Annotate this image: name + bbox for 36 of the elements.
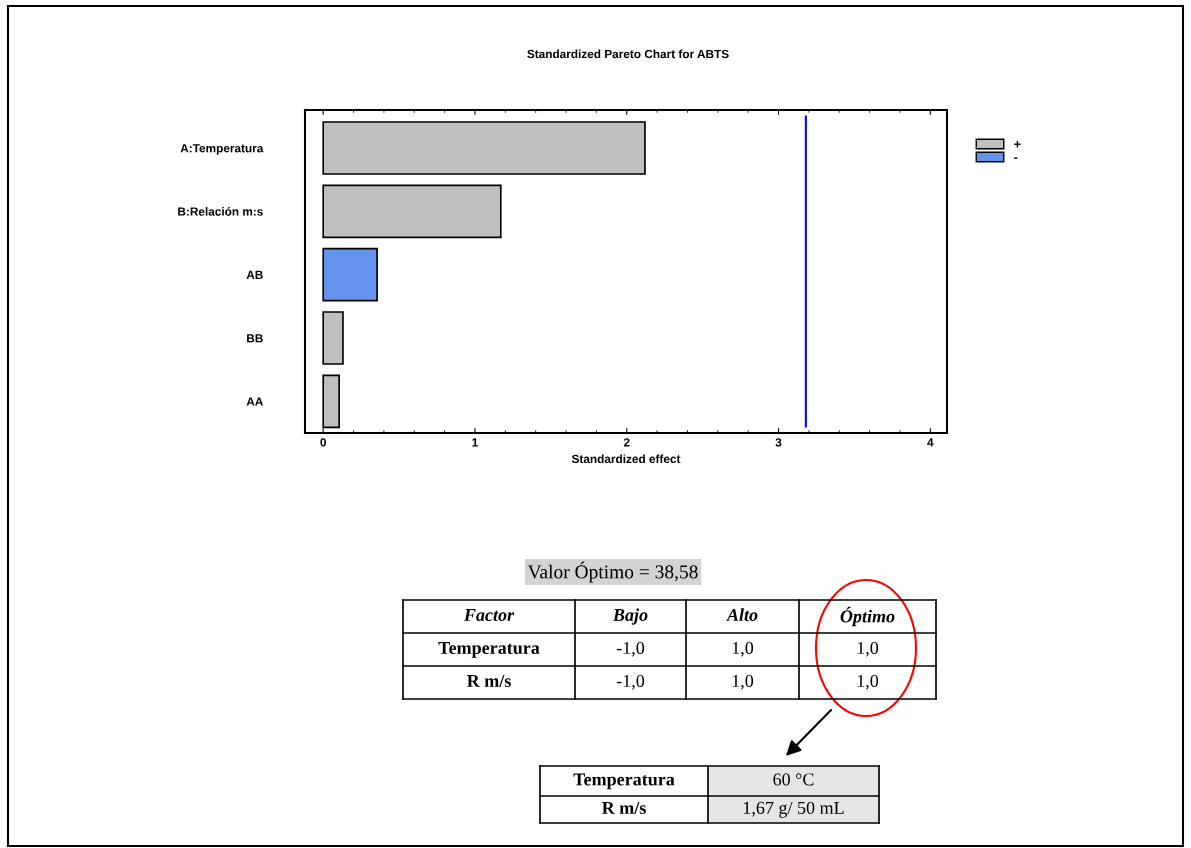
text: 1,67 g/ 50 mL — [743, 801, 844, 818]
text: Factor — [463, 609, 515, 622]
y-tick-label: AB — [246, 270, 263, 279]
y-tick-label: B:Relación m:s — [178, 206, 263, 216]
x-tick-label: 3 — [775, 438, 782, 447]
text: 1,0 — [732, 674, 754, 690]
text: Temperatura — [573, 773, 675, 790]
bar — [322, 247, 378, 302]
bar — [322, 374, 340, 429]
text: 1,0 — [857, 674, 879, 690]
x-tick-label: 0 — [320, 438, 327, 447]
x-axis-title: Standardized effect — [571, 454, 681, 464]
text: R m/s — [466, 674, 511, 688]
y-tick-label: A:Temperatura — [180, 144, 264, 155]
x-tick-label: 4 — [927, 438, 934, 447]
x-tick-label: 2 — [623, 438, 630, 447]
x-tick-label: 1 — [472, 438, 478, 447]
text: -1,0 — [616, 641, 645, 657]
text: Temperatura — [438, 642, 540, 658]
text: Bajo — [612, 608, 648, 625]
text: R m/s — [601, 801, 646, 815]
text: Alto — [726, 608, 758, 622]
legend-label: + — [1014, 141, 1021, 148]
bar — [322, 311, 344, 365]
text: Valor Óptimo = 38,58 — [527, 561, 698, 583]
chart-title: Standardized Pareto Chart for ABTS — [527, 49, 729, 59]
legend-label: - — [1014, 157, 1018, 159]
bar — [322, 184, 502, 239]
text: 1,0 — [732, 641, 754, 657]
text: Óptimo — [840, 606, 895, 627]
bar — [322, 121, 646, 175]
y-tick-label: BB — [247, 334, 263, 343]
y-tick-label: AA — [246, 397, 264, 406]
text: 1,0 — [857, 641, 879, 657]
text: -1,0 — [616, 674, 645, 690]
text: 60 °C — [773, 773, 814, 786]
